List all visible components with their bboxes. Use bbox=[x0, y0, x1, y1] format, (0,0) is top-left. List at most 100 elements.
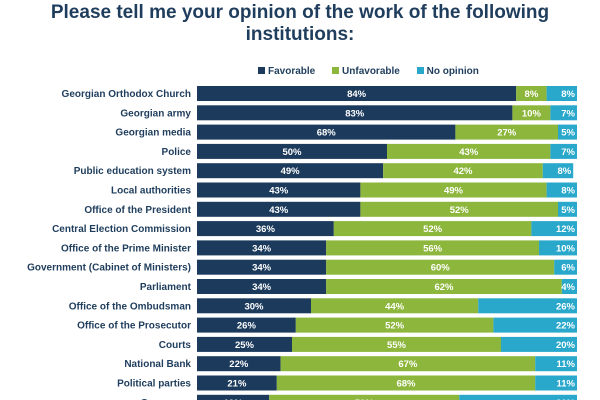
category-label-courts: Courts bbox=[159, 340, 192, 351]
category-label-central-election-commission: Central Election Commission bbox=[52, 224, 191, 235]
data-label-unfavorable-courts: 55% bbox=[387, 340, 407, 351]
stacked-bar-chart: Georgian Orthodox Church 84% 8% 8% Georgian … bbox=[27, 86, 577, 400]
bar-favorable-office-of-the-president bbox=[197, 201, 361, 217]
data-label-unfavorable-central-election-commission: 52% bbox=[423, 224, 443, 235]
data-label-no-opinion-office-of-the-president: 5% bbox=[561, 205, 575, 216]
data-label-no-opinion-government-cabinet-of-ministers: 6% bbox=[561, 263, 575, 274]
category-label-political-parties: Political parties bbox=[117, 379, 191, 390]
category-label-public-education-system: Public education system bbox=[74, 166, 191, 177]
bar-no-opinion-parliament bbox=[561, 279, 577, 294]
bar-no-opinion-courts bbox=[501, 336, 577, 352]
bar-favorable-georgian-media bbox=[197, 124, 456, 140]
legend-swatch-favorable bbox=[258, 67, 265, 74]
legend-swatch-unfavorable bbox=[332, 67, 340, 74]
bar-favorable-courts bbox=[197, 336, 292, 352]
data-label-no-opinion-parliament: 4% bbox=[561, 282, 575, 293]
data-label-no-opinion-georgian-army: 7% bbox=[561, 108, 575, 119]
data-label-no-opinion-local-authorities: 8% bbox=[561, 186, 575, 197]
data-label-favorable-parliament: 34% bbox=[252, 282, 272, 293]
bar-no-opinion-central-election-commission bbox=[531, 221, 577, 237]
legend-item-unfavorable: Unfavorable bbox=[332, 66, 400, 77]
data-label-favorable-local-authorities: 43% bbox=[269, 186, 289, 197]
bar-no-opinion-georgian-orthodox-church bbox=[546, 86, 577, 101]
category-label-office-of-the-president: Office of the President bbox=[84, 205, 191, 216]
legend-item-no-opinion: No opinion bbox=[416, 66, 479, 77]
bar-no-opinion-public-education-system bbox=[542, 163, 574, 179]
data-label-unfavorable-office-of-the-prosecutor: 52% bbox=[385, 321, 405, 332]
category-label-parliament: Parliament bbox=[140, 282, 192, 293]
category-label-governors: Governors bbox=[140, 398, 191, 400]
category-label-government-cabinet-of-ministers: Government (Cabinet of Ministers) bbox=[27, 263, 191, 274]
data-label-no-opinion-office-of-the-ombudsman: 26% bbox=[556, 301, 576, 312]
bar-no-opinion-local-authorities bbox=[546, 182, 577, 198]
data-label-unfavorable-georgian-orthodox-church: 8% bbox=[525, 89, 539, 100]
bar-unfavorable-parliament bbox=[326, 279, 562, 294]
data-label-unfavorable-governors: 50% bbox=[355, 398, 375, 400]
data-label-favorable-georgian-media: 68% bbox=[317, 128, 337, 139]
bar-unfavorable-office-of-the-president bbox=[360, 201, 558, 217]
bar-no-opinion-governors bbox=[459, 394, 577, 400]
bar-favorable-national-bank bbox=[197, 356, 281, 372]
bar-no-opinion-office-of-the-ombudsman bbox=[478, 298, 577, 314]
bar-favorable-governors bbox=[197, 394, 270, 400]
bar-unfavorable-courts bbox=[292, 336, 501, 352]
data-label-favorable-public-education-system: 49% bbox=[281, 166, 301, 177]
bar-unfavorable-government-cabinet-of-ministers bbox=[326, 259, 555, 275]
data-label-favorable-national-bank: 22% bbox=[229, 359, 249, 370]
data-label-favorable-central-election-commission: 36% bbox=[256, 224, 276, 235]
data-label-favorable-office-of-the-prime-minister: 34% bbox=[252, 243, 272, 254]
data-label-unfavorable-police: 43% bbox=[459, 147, 479, 158]
bar-favorable-office-of-the-prime-minister bbox=[197, 240, 327, 256]
category-label-georgian-media: Georgian media bbox=[115, 128, 191, 139]
bar-unfavorable-police bbox=[387, 143, 551, 159]
bar-unfavorable-central-election-commission bbox=[333, 221, 532, 237]
category-label-local-authorities: Local authorities bbox=[111, 186, 191, 197]
data-label-unfavorable-public-education-system: 42% bbox=[453, 166, 473, 177]
data-label-unfavorable-georgian-media: 27% bbox=[497, 128, 517, 139]
bar-no-opinion-office-of-the-prosecutor bbox=[493, 317, 577, 333]
data-label-no-opinion-office-of-the-prosecutor: 22% bbox=[556, 321, 576, 332]
data-label-no-opinion-office-of-the-prime-minister: 10% bbox=[556, 243, 576, 254]
bar-favorable-government-cabinet-of-ministers bbox=[197, 259, 327, 275]
data-label-no-opinion-georgian-orthodox-church: 8% bbox=[561, 89, 575, 100]
chart-title: Please tell me your opinion of the work … bbox=[0, 2, 600, 46]
bar-no-opinion-national-bank bbox=[535, 356, 577, 372]
data-label-favorable-courts: 25% bbox=[235, 340, 255, 351]
bar-no-opinion-government-cabinet-of-ministers bbox=[554, 259, 577, 275]
bar-unfavorable-local-authorities bbox=[360, 182, 547, 198]
data-label-unfavorable-georgian-army: 10% bbox=[522, 108, 542, 119]
bar-favorable-parliament bbox=[197, 279, 327, 294]
bar-unfavorable-public-education-system bbox=[383, 163, 543, 179]
data-label-no-opinion-public-education-system: 8% bbox=[557, 166, 571, 177]
bar-no-opinion-georgian-army bbox=[550, 105, 577, 121]
bar-favorable-central-election-commission bbox=[197, 221, 334, 237]
data-label-no-opinion-national-bank: 11% bbox=[557, 359, 576, 370]
bar-no-opinion-political-parties bbox=[535, 375, 577, 391]
bar-unfavorable-georgian-orthodox-church bbox=[516, 86, 547, 101]
data-label-unfavorable-office-of-the-ombudsman: 44% bbox=[385, 301, 405, 312]
bar-favorable-political-parties bbox=[197, 375, 277, 391]
bar-favorable-georgian-orthodox-church bbox=[197, 86, 517, 101]
bar-unfavorable-national-bank bbox=[280, 356, 536, 372]
bar-no-opinion-georgian-media bbox=[558, 124, 577, 140]
legend-label-favorable: Favorable bbox=[268, 66, 316, 77]
data-label-unfavorable-government-cabinet-of-ministers: 60% bbox=[431, 263, 451, 274]
bar-unfavorable-office-of-the-prime-minister bbox=[326, 240, 539, 256]
data-label-favorable-georgian-orthodox-church: 84% bbox=[347, 89, 367, 100]
bar-favorable-public-education-system bbox=[197, 163, 384, 179]
chart-legend: Favorable Unfavorable No opinion bbox=[258, 66, 493, 77]
data-label-no-opinion-political-parties: 11% bbox=[557, 379, 576, 390]
bar-unfavorable-georgian-media bbox=[455, 124, 558, 140]
bar-favorable-georgian-army bbox=[197, 105, 513, 121]
category-label-georgian-orthodox-church: Georgian Orthodox Church bbox=[62, 89, 191, 100]
bar-unfavorable-georgian-army bbox=[512, 105, 551, 121]
bar-unfavorable-governors bbox=[269, 394, 460, 400]
category-label-office-of-the-ombudsman: Office of the Ombudsman bbox=[69, 301, 191, 312]
legend-label-unfavorable: Unfavorable bbox=[342, 66, 400, 77]
category-label-office-of-the-prime-minister: Office of the Prime Minister bbox=[61, 243, 191, 254]
category-label-police: Police bbox=[162, 147, 192, 158]
bar-unfavorable-office-of-the-prosecutor bbox=[295, 317, 494, 333]
bar-unfavorable-office-of-the-ombudsman bbox=[311, 298, 479, 314]
data-label-favorable-office-of-the-president: 43% bbox=[269, 205, 289, 216]
bar-no-opinion-police bbox=[550, 143, 577, 159]
